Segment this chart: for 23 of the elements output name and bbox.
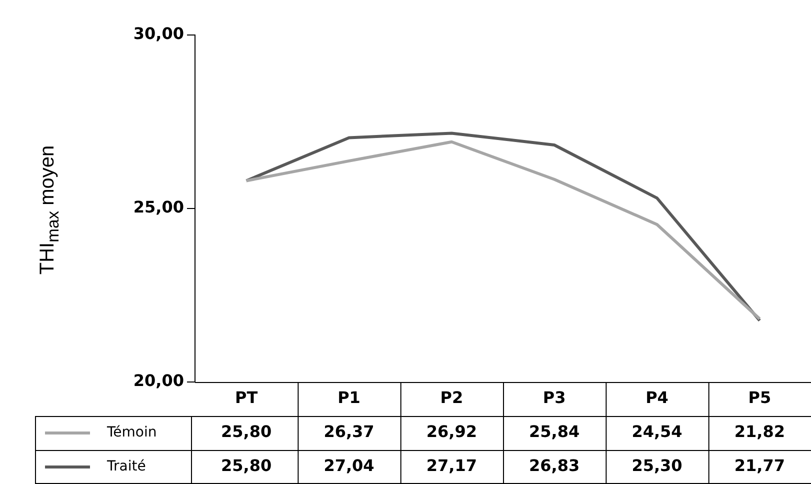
data-label: 24,54 bbox=[632, 422, 682, 442]
legend-label: Traité bbox=[106, 458, 146, 475]
data-label: 25,30 bbox=[632, 456, 682, 476]
y-tick-label: 20,00 bbox=[133, 371, 184, 390]
x-tick-label: P4 bbox=[646, 388, 668, 408]
data-label: 26,83 bbox=[529, 456, 580, 476]
legend-label: Témoin bbox=[106, 424, 157, 441]
data-label: 25,80 bbox=[221, 456, 272, 476]
data-label: 21,77 bbox=[734, 456, 785, 476]
data-label: 25,84 bbox=[529, 422, 580, 442]
data-label: 27,04 bbox=[324, 456, 374, 476]
data-label: 21,82 bbox=[734, 422, 785, 442]
x-tick-label: P1 bbox=[338, 388, 360, 408]
y-tick-label: 25,00 bbox=[133, 198, 184, 217]
y-tick-label: 30,00 bbox=[133, 24, 184, 44]
x-tick-label: P5 bbox=[748, 388, 772, 408]
data-label: 26,92 bbox=[426, 422, 477, 442]
data-label: 25,80 bbox=[221, 422, 272, 442]
x-tick-label: P2 bbox=[440, 388, 464, 408]
data-label: 27,17 bbox=[426, 456, 477, 476]
data-label: 26,37 bbox=[324, 422, 374, 442]
x-tick-label: P3 bbox=[542, 388, 566, 408]
x-tick-label: PT bbox=[235, 388, 258, 408]
